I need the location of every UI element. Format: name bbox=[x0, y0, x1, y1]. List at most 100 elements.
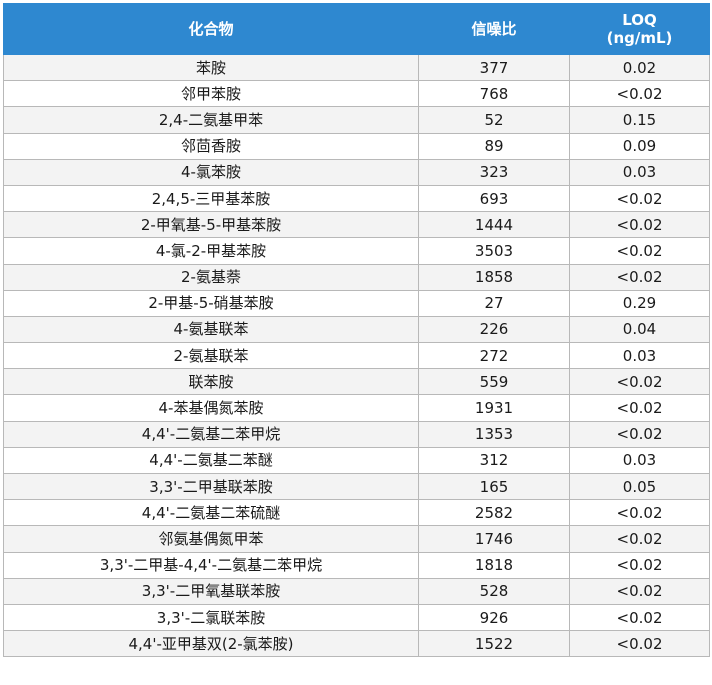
table-row: 3,3'-二甲基-4,4'-二氨基二苯甲烷 1818 <0.02 bbox=[3, 551, 710, 579]
cell-snr: 89 bbox=[418, 132, 570, 160]
cell-compound: 3,3'-二甲氧基联苯胺 bbox=[3, 577, 419, 605]
table-row: 4,4'-亚甲基双(2-氯苯胺) 1522 <0.02 bbox=[3, 630, 710, 658]
cell-loq: <0.02 bbox=[569, 551, 710, 579]
table-header: 化合物 信噪比 LOQ (ng/mL) bbox=[3, 3, 710, 55]
cell-snr: 1444 bbox=[418, 211, 570, 239]
table-row: 3,3'-二氯联苯胺 926 <0.02 bbox=[3, 603, 710, 632]
results-table: 化合物 信噪比 LOQ (ng/mL) 苯胺 377 0.02 邻甲苯胺 768 <0.0… bbox=[3, 3, 710, 658]
cell-snr: 3503 bbox=[418, 237, 570, 265]
cell-compound: 4-氯苯胺 bbox=[3, 158, 419, 186]
cell-compound: 4-苯基偶氮苯胺 bbox=[3, 394, 419, 422]
cell-compound: 3,3'-二甲基联苯胺 bbox=[3, 472, 419, 501]
table-row: 4-氯-2-甲基苯胺 3503 <0.02 bbox=[3, 237, 710, 265]
cell-compound: 3,3'-二氯联苯胺 bbox=[3, 603, 419, 632]
cell-compound: 2,4,5-三甲基苯胺 bbox=[3, 184, 419, 213]
cell-snr: 272 bbox=[418, 342, 570, 370]
cell-compound: 4,4'-亚甲基双(2-氯苯胺) bbox=[3, 630, 419, 658]
cell-compound: 2-氨基萘 bbox=[3, 263, 419, 291]
table-row: 2-氨基联苯 272 0.03 bbox=[3, 342, 710, 370]
cell-snr: 1858 bbox=[418, 263, 570, 291]
cell-compound: 4-氨基联苯 bbox=[3, 315, 419, 344]
table-row: 2-甲基-5-硝基苯胺 27 0.29 bbox=[3, 289, 710, 317]
cell-snr: 528 bbox=[418, 577, 570, 605]
cell-snr: 1746 bbox=[418, 525, 570, 553]
cell-snr: 323 bbox=[418, 158, 570, 186]
cell-loq: 0.02 bbox=[569, 53, 710, 82]
header-loq: LOQ (ng/mL) bbox=[569, 3, 710, 55]
cell-snr: 27 bbox=[418, 289, 570, 317]
cell-snr: 165 bbox=[418, 472, 570, 501]
cell-compound: 邻茴香胺 bbox=[3, 132, 419, 160]
cell-snr: 1818 bbox=[418, 551, 570, 579]
cell-snr: 1931 bbox=[418, 394, 570, 422]
table-row: 4,4'-二氨基二苯醚 312 0.03 bbox=[3, 446, 710, 475]
cell-loq: <0.02 bbox=[569, 603, 710, 632]
cell-loq: 0.04 bbox=[569, 315, 710, 344]
cell-compound: 4,4'-二氨基二苯甲烷 bbox=[3, 420, 419, 448]
table-row: 4-氯苯胺 323 0.03 bbox=[3, 158, 710, 186]
table-row: 3,3'-二甲基联苯胺 165 0.05 bbox=[3, 472, 710, 501]
table-row: 4,4'-二氨基二苯甲烷 1353 <0.02 bbox=[3, 420, 710, 448]
cell-loq: 0.29 bbox=[569, 289, 710, 317]
cell-compound: 2-甲氧基-5-甲基苯胺 bbox=[3, 211, 419, 239]
table-row: 2-氨基萘 1858 <0.02 bbox=[3, 263, 710, 291]
cell-compound: 苯胺 bbox=[3, 53, 419, 82]
cell-loq: <0.02 bbox=[569, 577, 710, 605]
cell-loq: <0.02 bbox=[569, 80, 710, 108]
cell-compound: 2-氨基联苯 bbox=[3, 342, 419, 370]
cell-snr: 226 bbox=[418, 315, 570, 344]
cell-loq: 0.03 bbox=[569, 446, 710, 475]
cell-loq: <0.02 bbox=[569, 237, 710, 265]
table-row: 4,4'-二氨基二苯硫醚 2582 <0.02 bbox=[3, 499, 710, 527]
cell-loq: 0.09 bbox=[569, 132, 710, 160]
cell-compound: 联苯胺 bbox=[3, 368, 419, 396]
cell-loq: <0.02 bbox=[569, 184, 710, 213]
cell-compound: 3,3'-二甲基-4,4'-二氨基二苯甲烷 bbox=[3, 551, 419, 579]
cell-snr: 377 bbox=[418, 53, 570, 82]
table-row: 邻氨基偶氮甲苯 1746 <0.02 bbox=[3, 525, 710, 553]
header-loq-line2: (ng/mL) bbox=[606, 29, 673, 47]
cell-snr: 559 bbox=[418, 368, 570, 396]
cell-loq: 0.03 bbox=[569, 342, 710, 370]
header-compound: 化合物 bbox=[3, 3, 419, 55]
cell-compound: 2,4-二氨基甲苯 bbox=[3, 106, 419, 134]
cell-compound: 邻甲苯胺 bbox=[3, 80, 419, 108]
table-row: 2-甲氧基-5-甲基苯胺 1444 <0.02 bbox=[3, 211, 710, 239]
cell-snr: 1353 bbox=[418, 420, 570, 448]
cell-loq: 0.15 bbox=[569, 106, 710, 134]
cell-snr: 1522 bbox=[418, 630, 570, 658]
table-row: 4-苯基偶氮苯胺 1931 <0.02 bbox=[3, 394, 710, 422]
header-row: 化合物 信噪比 LOQ (ng/mL) bbox=[3, 3, 710, 55]
table-body: 苯胺 377 0.02 邻甲苯胺 768 <0.02 2,4-二氨基甲苯 52 0.15 邻茴香胺… bbox=[3, 53, 710, 658]
cell-loq: <0.02 bbox=[569, 499, 710, 527]
cell-compound: 4-氯-2-甲基苯胺 bbox=[3, 237, 419, 265]
cell-compound: 4,4'-二氨基二苯醚 bbox=[3, 446, 419, 475]
cell-loq: <0.02 bbox=[569, 394, 710, 422]
cell-compound: 邻氨基偶氮甲苯 bbox=[3, 525, 419, 553]
cell-loq: <0.02 bbox=[569, 630, 710, 658]
cell-loq: <0.02 bbox=[569, 263, 710, 291]
table-row: 邻茴香胺 89 0.09 bbox=[3, 132, 710, 160]
table-row: 4-氨基联苯 226 0.04 bbox=[3, 315, 710, 344]
table-row: 2,4,5-三甲基苯胺 693 <0.02 bbox=[3, 184, 710, 213]
cell-snr: 693 bbox=[418, 184, 570, 213]
header-snr: 信噪比 bbox=[418, 3, 570, 55]
header-loq-line1: LOQ bbox=[622, 11, 657, 29]
cell-snr: 768 bbox=[418, 80, 570, 108]
table-row: 2,4-二氨基甲苯 52 0.15 bbox=[3, 106, 710, 134]
cell-snr: 926 bbox=[418, 603, 570, 632]
cell-loq: 0.05 bbox=[569, 472, 710, 501]
table-row: 苯胺 377 0.02 bbox=[3, 53, 710, 82]
results-table-container: 化合物 信噪比 LOQ (ng/mL) 苯胺 377 0.02 邻甲苯胺 768 <0.0… bbox=[3, 3, 710, 658]
cell-loq: <0.02 bbox=[569, 211, 710, 239]
cell-loq: 0.03 bbox=[569, 158, 710, 186]
cell-loq: <0.02 bbox=[569, 368, 710, 396]
cell-loq: <0.02 bbox=[569, 420, 710, 448]
table-row: 联苯胺 559 <0.02 bbox=[3, 368, 710, 396]
cell-compound: 4,4'-二氨基二苯硫醚 bbox=[3, 499, 419, 527]
table-row: 邻甲苯胺 768 <0.02 bbox=[3, 80, 710, 108]
cell-loq: <0.02 bbox=[569, 525, 710, 553]
cell-snr: 52 bbox=[418, 106, 570, 134]
cell-snr: 312 bbox=[418, 446, 570, 475]
table-row: 3,3'-二甲氧基联苯胺 528 <0.02 bbox=[3, 577, 710, 605]
